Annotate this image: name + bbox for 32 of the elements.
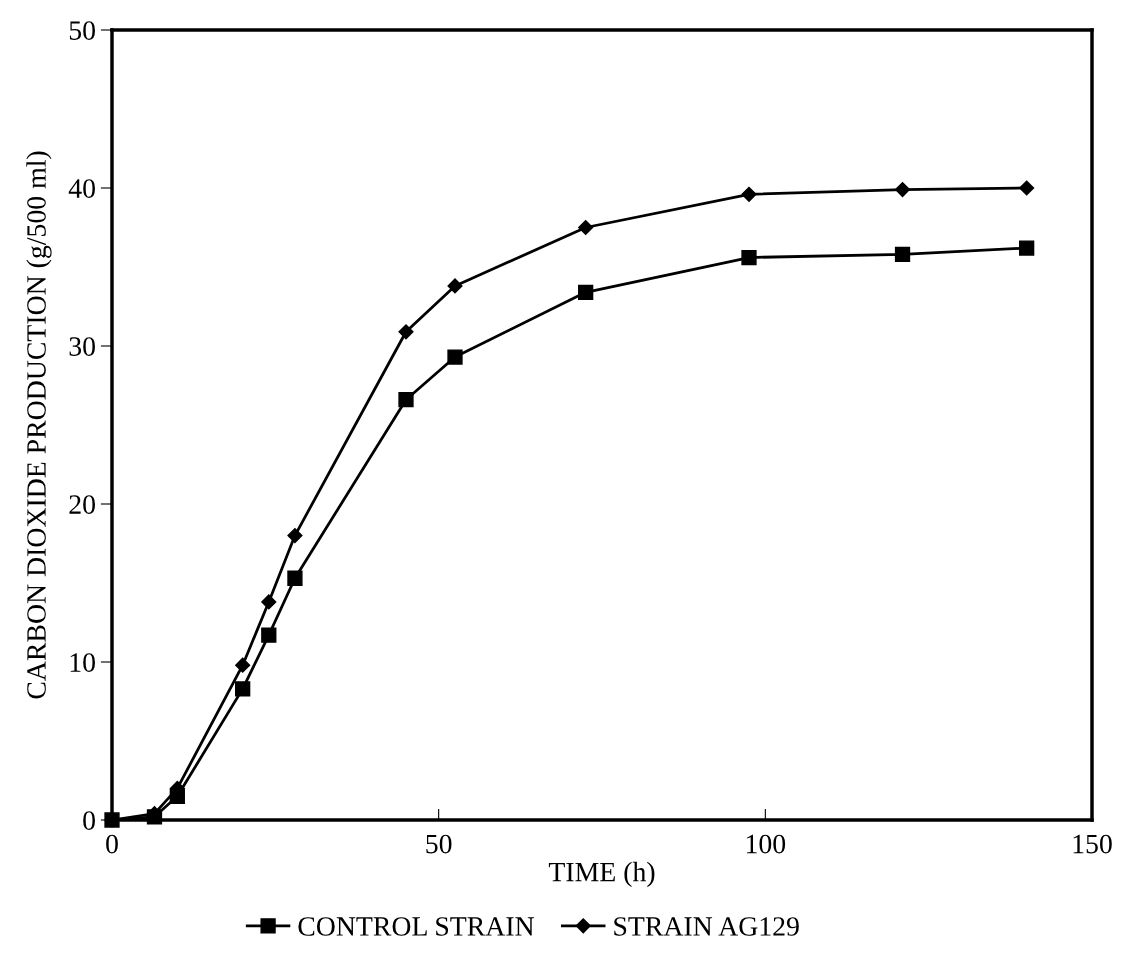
x-axis-title: TIME (h) [548,861,655,888]
point [894,246,911,262]
y-axis-title: CARBON DIOXIDE PRODUCTION (g/500 ml) [26,151,52,699]
point [398,324,414,340]
point [447,278,463,294]
y-tick-label: 40 [68,179,95,198]
point [287,528,303,544]
point [235,681,251,697]
x-tick-label: 0 [106,834,118,854]
x-tick-label: 50 [426,834,452,854]
point [261,627,277,643]
point [741,249,757,266]
y-tick-label: 50 [69,21,95,40]
point [287,570,303,586]
legend-label: STRAIN AG129 [614,917,799,936]
point [235,657,251,673]
legend-label: CONTROL STRAIN [298,917,535,936]
point [1019,240,1035,256]
x-tick-label: 150 [1073,834,1112,854]
point [1019,180,1035,196]
point [741,186,757,202]
point [398,392,414,408]
x-tick-label: 100 [746,834,786,854]
point [261,594,277,610]
point [894,182,911,198]
point [578,219,594,236]
y-tick-label: 10 [70,653,95,672]
y-tick-label: 30 [69,337,95,356]
point [578,284,594,300]
y-tick-label: 20 [69,495,95,514]
point [447,349,463,365]
y-tick-label: 0 [83,811,95,830]
